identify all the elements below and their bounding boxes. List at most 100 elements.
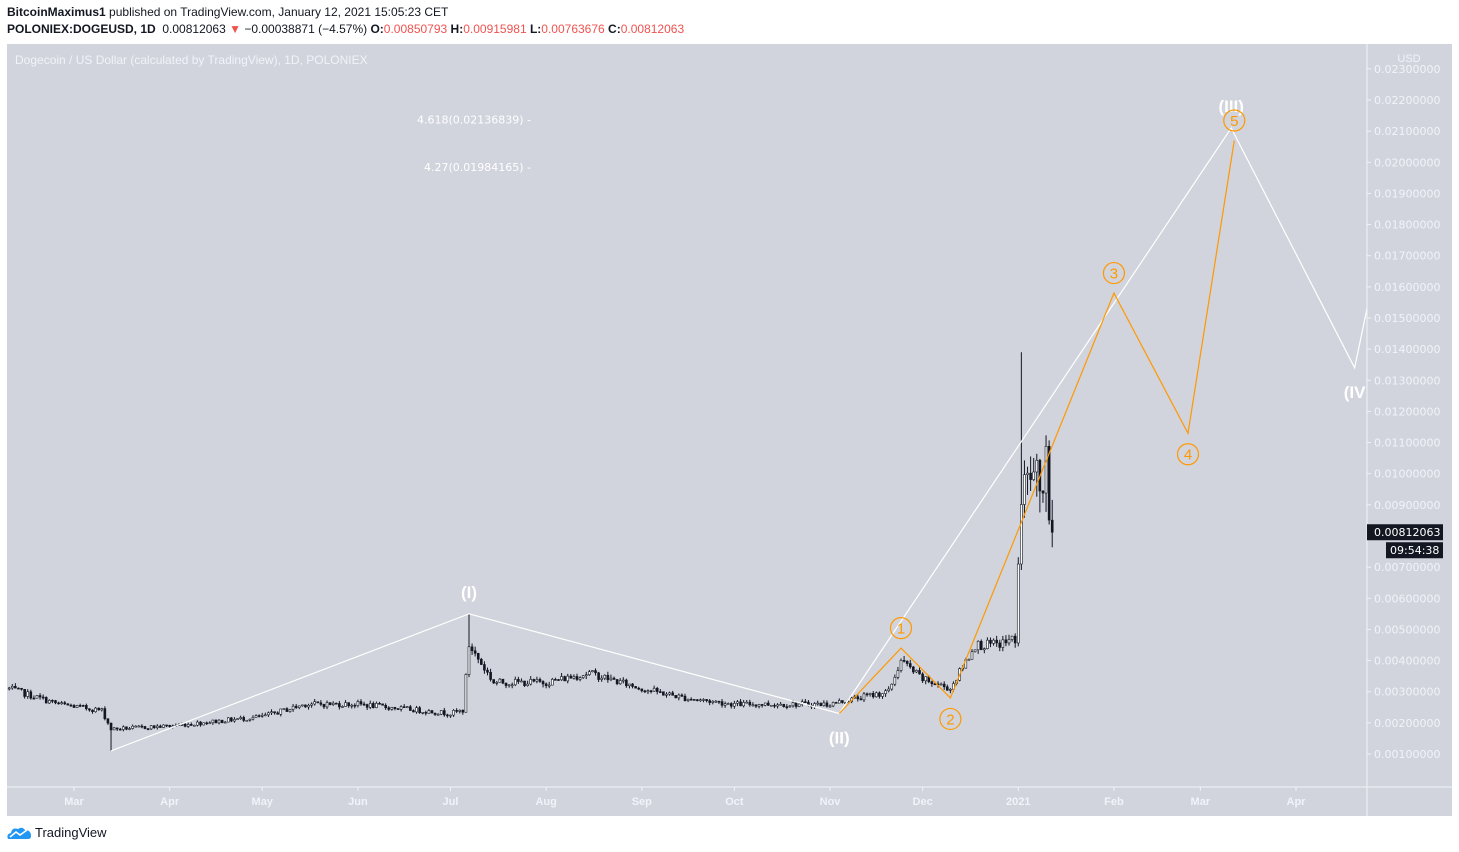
candle (273, 711, 276, 715)
candle (945, 684, 949, 691)
candle-body (970, 651, 974, 660)
wave-major-label: (III) (1218, 97, 1244, 116)
candle-body (254, 715, 258, 718)
candle (291, 704, 295, 712)
symbol-info: POLONIEX:DOGEUSD, 1D 0.00812063 ▼ −0.000… (7, 22, 684, 36)
candle (254, 714, 258, 718)
candle (782, 703, 786, 708)
candle-body (353, 704, 357, 707)
candle-body (976, 640, 980, 651)
candle-body (554, 679, 557, 681)
candle (535, 676, 539, 684)
candle-body (492, 679, 495, 684)
candle (813, 702, 816, 709)
author-name[interactable]: BitcoinMaximus1 (7, 5, 106, 19)
candle-body (979, 640, 983, 651)
candle (899, 658, 903, 673)
candle-body (862, 693, 866, 701)
candle-body (288, 709, 292, 712)
candle-body (498, 678, 502, 683)
candle (319, 700, 323, 707)
candle-body (464, 674, 468, 713)
candle-body (489, 672, 492, 680)
fib-level-label: 4.27(0.01984165) - (424, 161, 531, 174)
candle-body (791, 702, 795, 707)
candle (859, 695, 863, 701)
last-price: 0.00812063 (162, 22, 226, 36)
tradingview-logo[interactable]: TradingView (6, 825, 107, 840)
candle-body (168, 725, 171, 727)
candle-body (344, 702, 347, 707)
wave-major-label: (I) (461, 583, 477, 602)
candle (412, 709, 415, 713)
chart-pane[interactable] (7, 44, 1452, 816)
candle-body (696, 699, 699, 701)
candle (356, 699, 360, 708)
publish-info: BitcoinMaximus1 published on TradingView… (7, 5, 448, 19)
candle-body (245, 719, 249, 722)
candle (588, 669, 591, 676)
candle-body (767, 702, 770, 706)
candle-body (871, 693, 875, 698)
candle (233, 717, 236, 723)
candle (91, 709, 94, 714)
candle-body (945, 686, 949, 691)
candle-body (29, 691, 33, 699)
candle-body (736, 701, 739, 704)
candle-body (973, 649, 977, 653)
candle-body (646, 690, 650, 693)
candle (313, 699, 316, 706)
candle (594, 668, 597, 676)
candle-body (205, 722, 208, 725)
candle (773, 703, 776, 709)
candle (939, 682, 943, 686)
candle (837, 698, 841, 704)
candle-body (739, 701, 742, 707)
x-tick-label: Jun (348, 796, 368, 808)
y-tick-label: 0.01800000 (1374, 219, 1440, 232)
candle (603, 674, 607, 681)
candle-body (1050, 519, 1054, 533)
candle-body (390, 707, 394, 710)
candle-body (899, 660, 903, 671)
candle (498, 678, 502, 683)
candle (776, 703, 779, 709)
candle-body (236, 718, 239, 720)
candle (871, 691, 875, 699)
candle-body (1047, 445, 1051, 521)
candle (896, 666, 900, 680)
candle (862, 691, 866, 702)
plot-area (7, 126, 1367, 752)
candle (57, 701, 60, 705)
candle (372, 701, 375, 709)
candle (1041, 490, 1045, 503)
candle-body (1010, 635, 1014, 640)
candle (652, 685, 656, 692)
candle (794, 701, 798, 709)
candle-body (165, 724, 168, 727)
candle (893, 674, 897, 687)
candle (439, 710, 443, 716)
candle (199, 721, 202, 727)
candle-body (989, 639, 992, 644)
candle-body (702, 699, 705, 701)
candle-body (264, 714, 267, 717)
candle (316, 701, 320, 704)
candle (131, 724, 134, 730)
candle-body (902, 660, 906, 662)
candle-body (418, 707, 421, 714)
candle-body (538, 679, 542, 682)
candle (17, 687, 20, 690)
last-price-badge (1367, 524, 1443, 541)
candle (908, 659, 912, 669)
candle (967, 658, 971, 661)
candle-body (634, 686, 637, 689)
candle (504, 682, 508, 689)
currency-label: USD (1397, 53, 1420, 65)
candle-body (409, 706, 412, 711)
candle-body (301, 704, 304, 707)
wave-major-line (110, 126, 1367, 752)
candle-body (856, 696, 860, 700)
candle (282, 708, 286, 711)
